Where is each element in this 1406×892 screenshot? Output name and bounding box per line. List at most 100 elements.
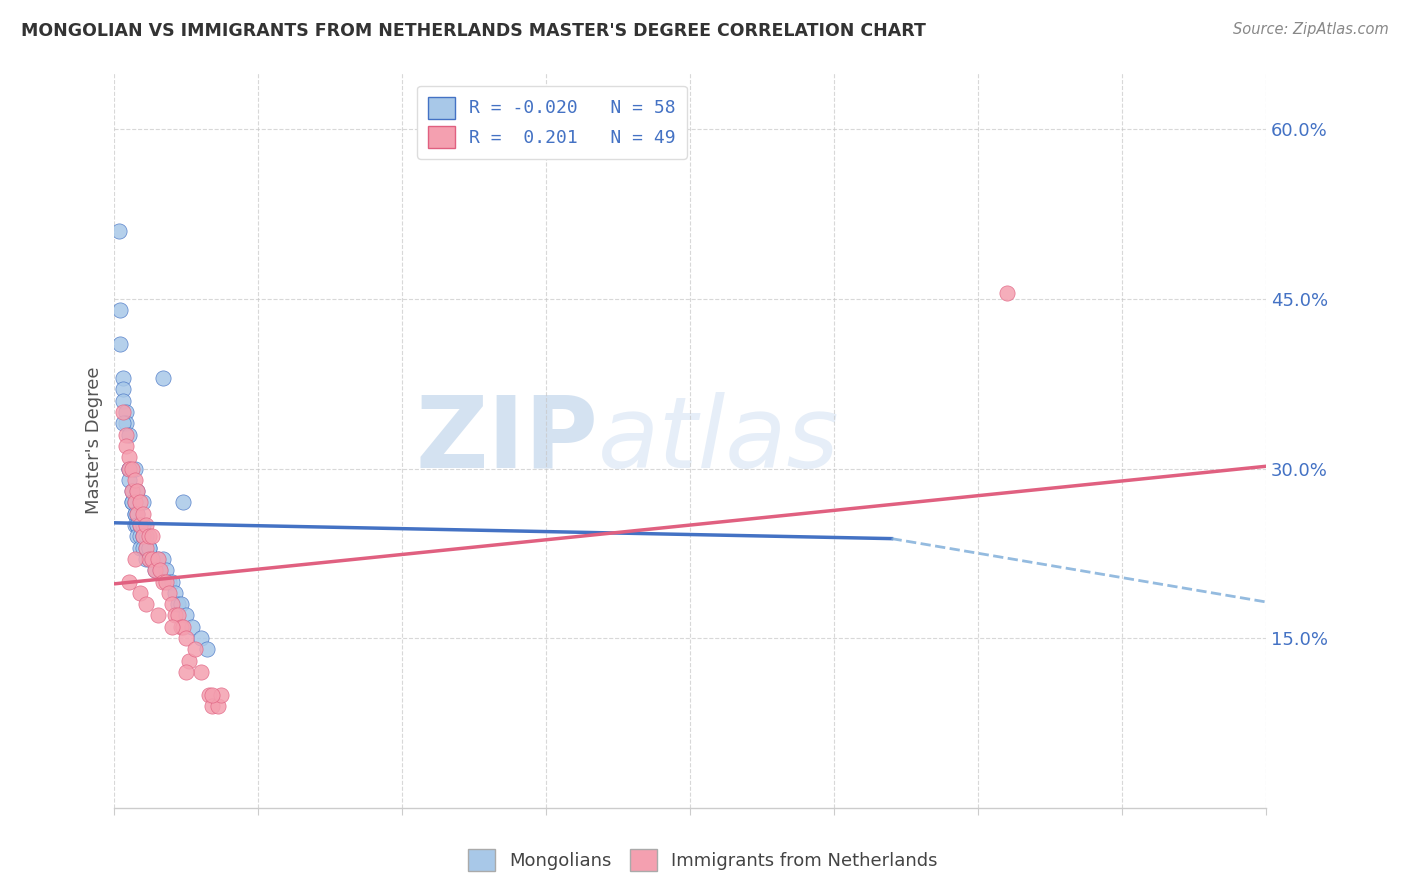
- Point: [173, 620, 195, 634]
- Point: [118, 461, 141, 475]
- Point: [198, 688, 221, 702]
- Point: [108, 337, 131, 351]
- Point: [118, 574, 141, 589]
- Point: [107, 224, 129, 238]
- Point: [121, 484, 143, 499]
- Point: [127, 518, 149, 533]
- Point: [149, 563, 172, 577]
- Point: [108, 303, 131, 318]
- Point: [121, 461, 143, 475]
- Point: [115, 417, 138, 431]
- Point: [149, 563, 172, 577]
- Point: [129, 586, 152, 600]
- Point: [118, 450, 141, 465]
- Legend: Mongolians, Immigrants from Netherlands: Mongolians, Immigrants from Netherlands: [461, 842, 945, 879]
- Point: [201, 698, 224, 713]
- Point: [135, 518, 157, 533]
- Point: [118, 427, 141, 442]
- Point: [160, 574, 183, 589]
- Point: [132, 529, 155, 543]
- Point: [124, 495, 146, 509]
- Point: [129, 495, 152, 509]
- Point: [146, 608, 169, 623]
- Point: [135, 541, 157, 555]
- Point: [138, 529, 160, 543]
- Point: [209, 688, 232, 702]
- Point: [124, 552, 146, 566]
- Point: [995, 286, 1018, 301]
- Point: [141, 529, 163, 543]
- Point: [112, 383, 135, 397]
- Point: [124, 507, 146, 521]
- Point: [141, 552, 163, 566]
- Point: [121, 484, 143, 499]
- Point: [115, 405, 138, 419]
- Point: [184, 642, 207, 657]
- Point: [173, 495, 195, 509]
- Point: [127, 507, 149, 521]
- Point: [160, 620, 183, 634]
- Point: [141, 552, 163, 566]
- Point: [157, 586, 180, 600]
- Point: [152, 552, 174, 566]
- Point: [127, 484, 149, 499]
- Point: [135, 552, 157, 566]
- Point: [124, 461, 146, 475]
- Point: [166, 608, 188, 623]
- Point: [163, 586, 186, 600]
- Text: atlas: atlas: [598, 392, 839, 489]
- Point: [166, 597, 188, 611]
- Text: ZIP: ZIP: [415, 392, 598, 489]
- Point: [169, 597, 191, 611]
- Point: [152, 371, 174, 385]
- Point: [155, 563, 177, 577]
- Point: [190, 631, 212, 645]
- Point: [124, 473, 146, 487]
- Point: [146, 552, 169, 566]
- Point: [138, 541, 160, 555]
- Point: [143, 563, 166, 577]
- Point: [163, 608, 186, 623]
- Point: [115, 427, 138, 442]
- Point: [179, 654, 201, 668]
- Point: [135, 541, 157, 555]
- Point: [160, 597, 183, 611]
- Point: [201, 688, 224, 702]
- Text: MONGOLIAN VS IMMIGRANTS FROM NETHERLANDS MASTER'S DEGREE CORRELATION CHART: MONGOLIAN VS IMMIGRANTS FROM NETHERLANDS…: [21, 22, 927, 40]
- Point: [176, 608, 198, 623]
- Point: [152, 574, 174, 589]
- Point: [176, 631, 198, 645]
- Point: [124, 518, 146, 533]
- Point: [112, 371, 135, 385]
- Point: [157, 574, 180, 589]
- Point: [138, 552, 160, 566]
- Point: [118, 473, 141, 487]
- Text: Source: ZipAtlas.com: Source: ZipAtlas.com: [1233, 22, 1389, 37]
- Point: [132, 529, 155, 543]
- Point: [132, 518, 155, 533]
- Point: [124, 495, 146, 509]
- Point: [118, 461, 141, 475]
- Point: [112, 417, 135, 431]
- Point: [169, 620, 191, 634]
- Point: [118, 461, 141, 475]
- Point: [132, 529, 155, 543]
- Point: [155, 574, 177, 589]
- Point: [127, 484, 149, 499]
- Point: [127, 507, 149, 521]
- Point: [146, 552, 169, 566]
- Point: [195, 642, 218, 657]
- Point: [190, 665, 212, 679]
- Point: [132, 507, 155, 521]
- Point: [115, 439, 138, 453]
- Point: [132, 495, 155, 509]
- Point: [112, 405, 135, 419]
- Point: [124, 507, 146, 521]
- Point: [112, 393, 135, 408]
- Point: [129, 518, 152, 533]
- Legend: R = -0.020   N = 58, R =  0.201   N = 49: R = -0.020 N = 58, R = 0.201 N = 49: [418, 86, 686, 159]
- Point: [141, 552, 163, 566]
- Point: [143, 563, 166, 577]
- Point: [127, 518, 149, 533]
- Point: [135, 597, 157, 611]
